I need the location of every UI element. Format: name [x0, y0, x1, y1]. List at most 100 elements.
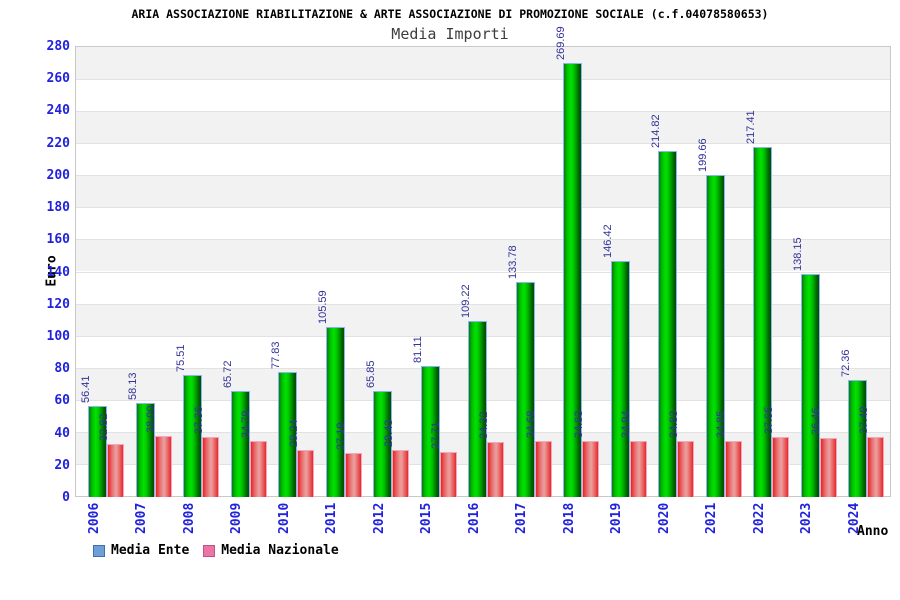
legend-label-media-nazionale: Media Nazionale [221, 543, 339, 558]
x-tick-label-2019: 2019 [609, 502, 624, 534]
value-label-bar-media-nazionale-2020: 34.83 [667, 410, 680, 438]
bar-media-ente-2020 [658, 150, 677, 497]
x-tick-label-2009: 2009 [229, 502, 244, 534]
bar-media-nazionale-2024 [867, 436, 884, 497]
bar-media-nazionale-2006 [107, 444, 124, 497]
legend: Media Ente Media Nazionale [93, 543, 339, 558]
bar-media-nazionale-2019 [629, 440, 647, 497]
y-tick-label: 80 [54, 361, 70, 377]
value-label-bar-media-ente-2008: 75.51 [174, 344, 187, 373]
bar-media-nazionale-2012 [392, 449, 409, 497]
y-tick-label: 240 [46, 103, 70, 119]
bar-media-nazionale-2009 [249, 440, 267, 497]
x-tick-label-2010: 2010 [276, 502, 292, 534]
x-tick-label-2007: 2007 [134, 502, 149, 534]
value-label-bar-media-nazionale-2018: 34.83 [572, 410, 585, 438]
legend-swatch-media-ente [93, 544, 105, 557]
x-tick-label-2008: 2008 [181, 502, 197, 534]
y-tick-label: 200 [46, 167, 70, 183]
x-tick-label-2018: 2018 [561, 502, 577, 534]
plot-band [76, 79, 890, 112]
bar-media-ente-2023 [800, 274, 820, 497]
bar-media-ente-2008 [183, 375, 202, 497]
value-label-bar-media-nazionale-2011: 27.19 [335, 422, 347, 451]
value-label-bar-media-nazionale-2015: 27.71 [430, 421, 442, 450]
y-tick-label: 0 [62, 490, 70, 505]
x-tick-label-2022: 2022 [751, 502, 767, 534]
chart-title: ARIA ASSOCIAZIONE RIABILITAZIONE & ARTE … [131, 7, 769, 21]
x-tick-label-2020: 2020 [656, 502, 672, 534]
chart-subtitle: Media Importi [391, 25, 509, 43]
x-tick-label-2021: 2021 [704, 502, 719, 534]
value-label-bar-media-nazionale-2017: 34.68 [525, 410, 537, 439]
x-tick-label-2006: 2006 [86, 502, 102, 534]
value-label-bar-media-nazionale-2022: 37.05 [762, 406, 775, 435]
legend-label-media-ente: Media Ente [111, 543, 190, 558]
bar-media-ente-2015 [420, 366, 440, 497]
value-label-bar-media-nazionale-2024: 37.49 [857, 406, 870, 434]
value-label-bar-media-ente-2007: 58.13 [127, 372, 139, 401]
value-label-bar-media-nazionale-2006: 32.82 [97, 413, 110, 442]
value-label-bar-media-nazionale-2021: 34.85 [715, 410, 727, 438]
y-tick-label: 100 [46, 328, 70, 344]
bar-media-nazionale-2016 [487, 441, 504, 497]
legend-item-media-ente: Media Ente [93, 543, 189, 558]
bar-media-nazionale-2021 [724, 440, 742, 497]
bar-media-nazionale-2017 [534, 441, 552, 497]
value-label-bar-media-ente-2021: 199.66 [697, 138, 709, 173]
bar-media-nazionale-2022 [772, 437, 789, 497]
value-label-bar-media-ente-2023: 138.15 [792, 237, 804, 272]
bar-media-nazionale-2010 [297, 449, 314, 497]
x-tick-label-2015: 2015 [419, 502, 434, 534]
bar-media-ente-2016 [468, 321, 487, 497]
bar-media-nazionale-2023 [819, 438, 837, 497]
value-label-bar-media-nazionale-2008: 37.36 [192, 406, 205, 434]
legend-item-media-nazionale: Media Nazionale [203, 543, 339, 558]
value-label-bar-media-ente-2010: 77.83 [269, 341, 282, 369]
value-label-bar-media-ente-2006: 56.41 [79, 375, 92, 404]
value-label-bar-media-ente-2019: 146.42 [602, 224, 614, 259]
bar-media-ente-2024 [848, 380, 867, 497]
value-label-bar-media-nazionale-2016: 34.32 [477, 411, 490, 439]
y-tick-label: 260 [46, 71, 70, 87]
y-tick-label: 60 [54, 393, 70, 409]
bar-media-ente-2012 [373, 390, 392, 497]
bar-media-ente-2009 [230, 391, 250, 497]
value-label-bar-media-nazionale-2010: 29.24 [287, 419, 300, 447]
bar-media-nazionale-2011 [344, 453, 362, 497]
bar-media-ente-2006 [88, 406, 107, 497]
x-tick-label-2017: 2017 [514, 502, 529, 534]
value-label-bar-media-nazionale-2007: 38.00 [145, 405, 157, 433]
x-tick-label-2023: 2023 [799, 502, 814, 534]
value-label-bar-media-nazionale-2023: 36.46 [810, 407, 822, 436]
value-label-bar-media-ente-2022: 217.41 [744, 110, 757, 144]
plot-band [76, 111, 890, 144]
y-tick-label: 20 [54, 457, 70, 473]
x-axis-title: Anno [857, 524, 889, 539]
bar-media-ente-2022 [753, 146, 772, 497]
value-label-bar-media-ente-2020: 214.82 [649, 114, 662, 148]
x-tick-label-2011: 2011 [324, 502, 339, 534]
value-label-bar-media-ente-2016: 109.22 [459, 284, 472, 319]
value-label-bar-media-ente-2018: 269.69 [554, 25, 567, 60]
value-label-bar-media-ente-2009: 65.72 [222, 360, 234, 389]
x-tick-label-2024: 2024 [846, 502, 862, 534]
value-label-bar-media-nazionale-2019: 34.94 [620, 410, 632, 438]
bar-media-ente-2021 [705, 175, 725, 497]
y-tick-label: 280 [46, 39, 70, 54]
bar-media-ente-2007 [135, 403, 155, 497]
y-tick-label: 40 [54, 425, 70, 441]
bar-media-nazionale-2007 [154, 435, 172, 497]
bar-media-ente-2011 [325, 326, 345, 497]
value-label-bar-media-nazionale-2012: 29.43 [382, 419, 395, 447]
y-tick-label: 160 [46, 232, 70, 248]
bar-media-nazionale-2008 [202, 436, 219, 497]
y-tick-label: 120 [46, 296, 70, 312]
bar-media-nazionale-2015 [439, 452, 457, 497]
value-label-bar-media-ente-2017: 133.78 [507, 244, 519, 279]
bar-media-ente-2017 [515, 281, 535, 497]
bar-media-ente-2010 [278, 371, 297, 497]
x-tick-label-2012: 2012 [371, 502, 387, 534]
bar-media-ente-2018 [563, 62, 582, 497]
